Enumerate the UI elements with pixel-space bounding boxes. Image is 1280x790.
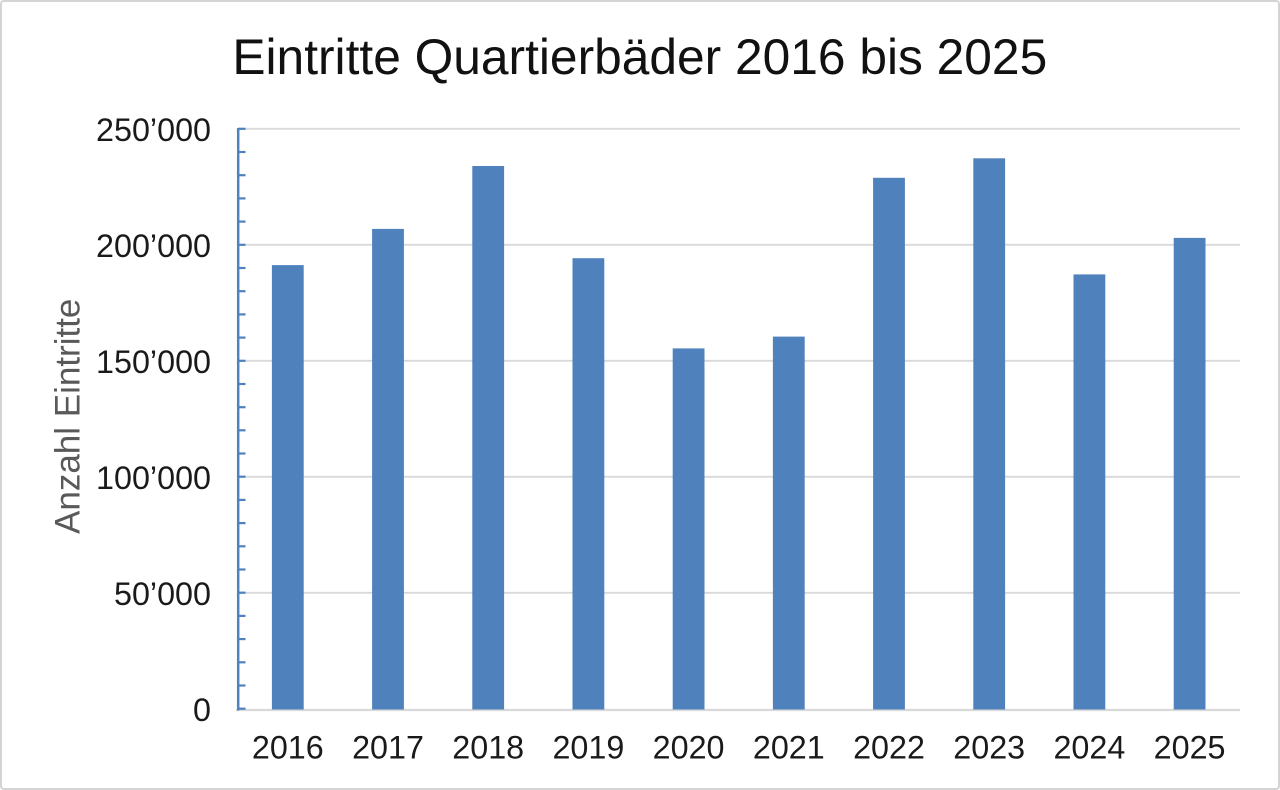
svg-text:2018: 2018 [452,730,524,766]
svg-text:0: 0 [193,692,211,728]
svg-text:2025: 2025 [1154,730,1226,766]
svg-text:100’000: 100’000 [96,460,211,496]
svg-text:2017: 2017 [352,730,424,766]
svg-text:2022: 2022 [853,730,925,766]
svg-text:2021: 2021 [753,730,825,766]
svg-text:2024: 2024 [1053,730,1125,766]
svg-text:150’000: 150’000 [96,344,211,380]
svg-text:50’000: 50’000 [114,576,211,612]
svg-text:250’000: 250’000 [96,112,211,148]
svg-text:200’000: 200’000 [96,228,211,264]
svg-text:2019: 2019 [552,730,624,766]
svg-text:Eintritte Quartierbäder 2016 b: Eintritte Quartierbäder 2016 bis 2025 [232,29,1047,85]
svg-text:2020: 2020 [653,730,725,766]
svg-text:2016: 2016 [252,730,324,766]
svg-text:2023: 2023 [953,730,1025,766]
svg-text:Anzahl Eintritte: Anzahl Eintritte [49,299,88,534]
